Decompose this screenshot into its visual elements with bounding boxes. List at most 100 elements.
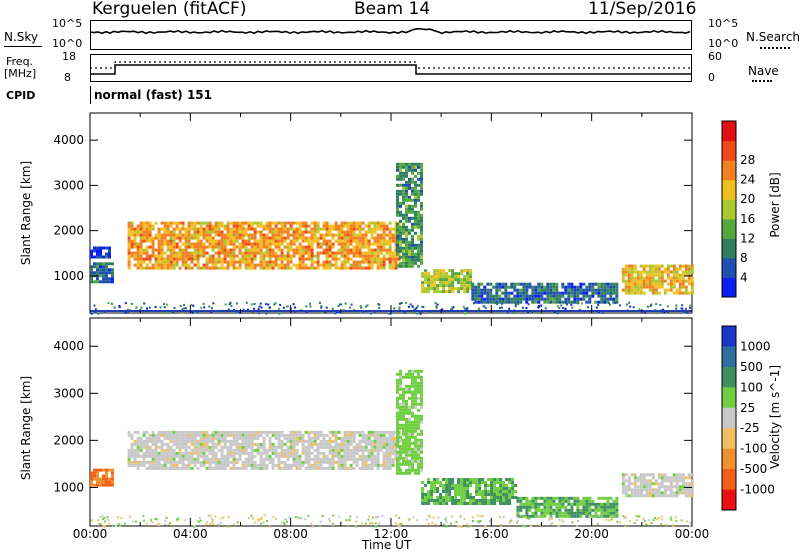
pixel-power (669, 285, 673, 289)
pixel-velocity (196, 460, 200, 464)
pixel-velocity (414, 420, 417, 424)
pixel-power (633, 285, 637, 289)
pixel-power (235, 221, 239, 225)
pixel-power (651, 264, 655, 268)
pixel-power (238, 263, 242, 267)
pixel-power (576, 297, 580, 301)
pixel-power (160, 260, 164, 264)
pixel-power (256, 263, 260, 267)
pixel-power (399, 249, 402, 253)
pixel-power (271, 254, 275, 258)
pixel-power (405, 183, 408, 187)
pixel-velocity (555, 502, 559, 506)
ground-speckle (463, 517, 466, 520)
pixel-power (504, 294, 508, 298)
pixel-power (525, 282, 529, 286)
pixel-velocity (253, 442, 257, 446)
pixel-power (274, 245, 278, 249)
pixel-velocity (472, 496, 476, 499)
pixel-power (687, 267, 691, 271)
pixel-power (489, 288, 493, 292)
pixel-power (474, 300, 478, 304)
pixel-velocity (355, 457, 359, 461)
ground-speckle (245, 301, 248, 304)
pixel-velocity (402, 399, 405, 403)
pixel-power (420, 225, 423, 229)
ground-speckle (652, 519, 655, 522)
pixel-power (187, 221, 191, 225)
pixel-velocity (385, 454, 389, 458)
pixel-power (169, 224, 173, 228)
pixel-velocity (630, 482, 634, 486)
pixel-velocity (325, 433, 329, 437)
pixel-power (136, 257, 140, 261)
pixel-velocity (223, 433, 227, 437)
pixel-power (414, 180, 417, 184)
pixel-power (358, 263, 362, 267)
pixel-velocity (672, 476, 676, 480)
ground-speckle (369, 522, 372, 525)
pixel-power (181, 224, 185, 228)
pixel-velocity (145, 439, 149, 443)
pixel-velocity (417, 396, 420, 400)
ground-speckle (444, 518, 447, 521)
pixel-velocity (396, 399, 399, 403)
pixel-velocity (349, 436, 353, 440)
pixel-velocity (420, 438, 423, 442)
pixel-velocity (307, 439, 311, 443)
pixel-power (370, 263, 374, 267)
pixel-velocity (196, 445, 200, 449)
ground-speckle (428, 515, 431, 518)
pixel-power (633, 267, 637, 271)
pixel-power (280, 254, 284, 258)
pixel-velocity (217, 439, 221, 443)
pixel-power (250, 227, 254, 231)
pixel-power (624, 264, 628, 268)
pixel-velocity (516, 511, 520, 515)
pixel-velocity (226, 463, 230, 467)
colorbar-cell (722, 179, 736, 200)
ground-speckle (431, 521, 434, 524)
pixel-power (304, 221, 308, 225)
pixel-velocity (651, 491, 655, 495)
pixel-power (405, 261, 408, 265)
pixel-power (136, 233, 140, 237)
pixel-power (370, 254, 374, 258)
pixel-power (430, 275, 434, 279)
pixel-power (277, 263, 281, 267)
ground-speckle (488, 520, 491, 522)
pixel-power (424, 287, 428, 291)
pixel-power (420, 189, 423, 193)
pixel-power (427, 281, 431, 285)
pixel-power (160, 248, 164, 252)
pixel-velocity (675, 482, 679, 486)
pixel-velocity (388, 466, 392, 470)
pixel-velocity (280, 448, 284, 452)
pixel-power (417, 192, 420, 196)
ground-speckle (689, 525, 691, 528)
pixel-power (265, 266, 269, 270)
pixel-velocity (496, 496, 500, 499)
pixel-velocity (448, 478, 452, 481)
pixel-velocity (411, 450, 414, 454)
pixel-power (214, 242, 218, 246)
pixel-power (142, 224, 146, 228)
pixel-power (396, 177, 399, 181)
pixel-power (510, 291, 514, 295)
pixel-velocity (220, 436, 224, 440)
pixel-power (340, 236, 344, 240)
pixel-velocity (313, 457, 317, 461)
pixel-power (196, 221, 200, 225)
pixel-velocity (340, 460, 344, 464)
pixel-velocity (519, 496, 523, 500)
pixel-velocity (151, 442, 155, 446)
pixel-velocity (657, 482, 661, 486)
pixel-power (325, 251, 329, 255)
pixel-power (220, 230, 224, 234)
pixel-power (199, 248, 203, 252)
pixel-power (292, 230, 296, 234)
pixel-velocity (175, 433, 179, 437)
pixel-velocity (331, 448, 335, 452)
pixel-power (420, 234, 423, 238)
pixel-velocity (96, 477, 99, 481)
